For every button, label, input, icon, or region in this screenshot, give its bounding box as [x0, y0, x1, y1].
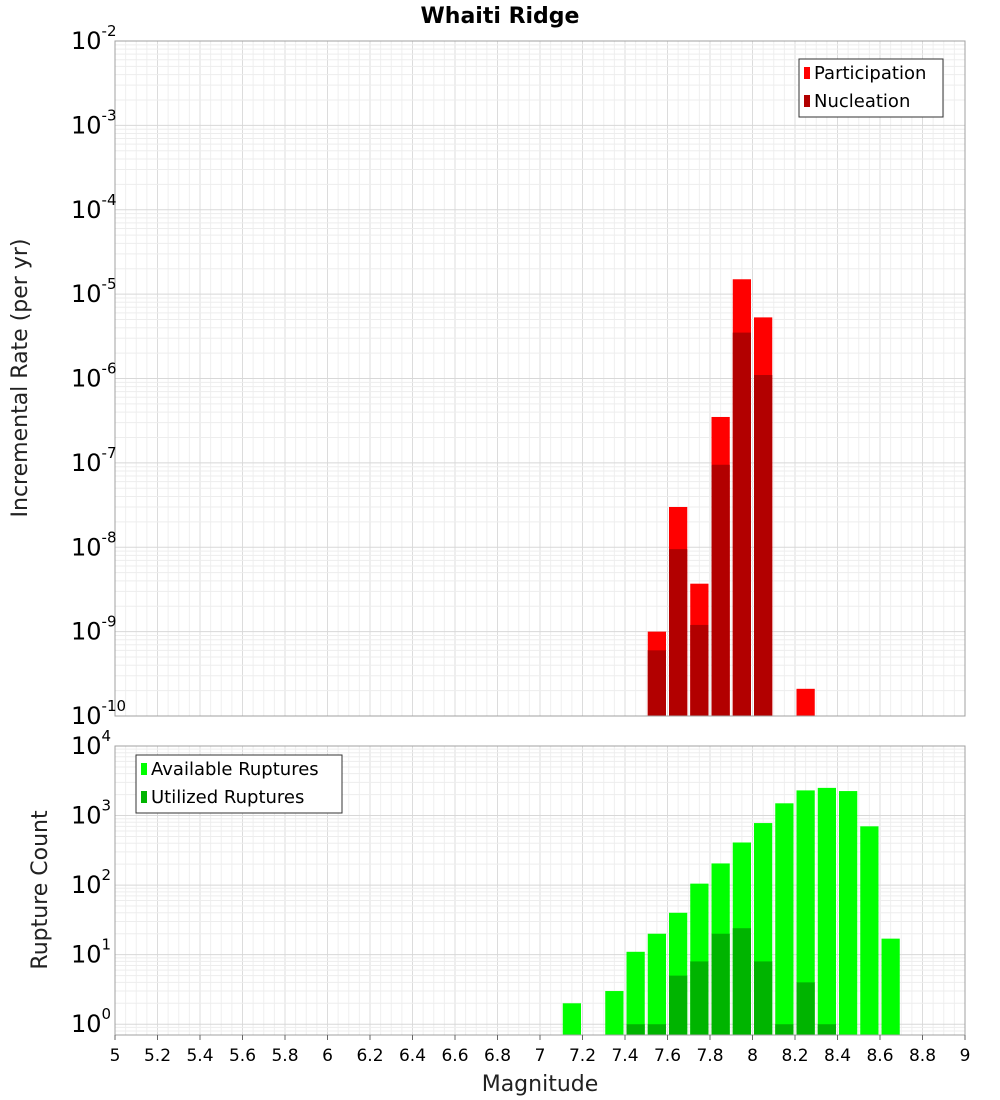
- bar: [690, 624, 709, 716]
- bar: [754, 961, 773, 1035]
- x-tick-label: 5.2: [144, 1046, 171, 1066]
- y-axis-title: Rupture Count: [28, 810, 53, 970]
- x-tick-label: 8.6: [866, 1046, 893, 1066]
- y-tick-label: 103: [71, 797, 111, 830]
- x-axis-title: Magnitude: [482, 1072, 599, 1097]
- bar: [732, 332, 751, 716]
- bar: [647, 933, 666, 1035]
- x-tick-label: 6.2: [356, 1046, 383, 1066]
- x-tick-label: 5.8: [271, 1046, 298, 1066]
- x-tick-label: 8: [747, 1046, 758, 1066]
- bar: [796, 688, 815, 716]
- bar: [860, 826, 879, 1035]
- bar: [626, 951, 645, 1035]
- x-tick-label: 5.6: [229, 1046, 256, 1066]
- bar: [796, 790, 815, 1035]
- x-tick-label: 8.4: [824, 1046, 851, 1066]
- y-tick-label: 10-8: [71, 528, 117, 561]
- y-tick-label: 10-9: [71, 613, 117, 646]
- bar: [775, 803, 794, 1035]
- y-axis-title: Incremental Rate (per yr): [8, 239, 33, 518]
- y-tick-labels: 100 101 102 103 104: [71, 727, 111, 1038]
- x-tick-label: 6.8: [484, 1046, 511, 1066]
- bar: [775, 1024, 794, 1035]
- series-nucleation: [647, 332, 773, 716]
- legend: Participation Nucleation: [798, 58, 944, 118]
- x-tick-label: 6.6: [441, 1046, 468, 1066]
- x-tick-label: 7: [535, 1046, 546, 1066]
- y-tick-label: 10-3: [71, 106, 117, 139]
- legend-label: Participation: [814, 63, 926, 84]
- bar: [647, 650, 666, 716]
- legend-swatch: [804, 67, 810, 79]
- bar: [669, 549, 688, 716]
- bar: [817, 787, 836, 1035]
- bottom-chart-rupture-count: 100 101 102 103 104 Rupture Count Available Ru…: [28, 727, 970, 1097]
- bar: [881, 938, 900, 1035]
- legend-label: Utilized Ruptures: [151, 787, 304, 808]
- y-tick-label: 104: [71, 727, 111, 760]
- y-tick-label: 10-5: [71, 275, 117, 308]
- y-tick-label: 10-6: [71, 360, 117, 393]
- x-tick-label: 6.4: [399, 1046, 426, 1066]
- legend-swatch: [804, 95, 810, 107]
- y-tick-label: 100: [71, 1005, 111, 1038]
- x-tick-label: 8.8: [909, 1046, 936, 1066]
- bar: [711, 933, 730, 1035]
- series-available-ruptures: [562, 787, 900, 1035]
- bar: [626, 1024, 645, 1035]
- y-tick-label: 10-4: [71, 191, 117, 224]
- series-utilized-ruptures: [626, 928, 836, 1035]
- y-tick-labels: 10-10 10-9 10-8 10-7 10-6 10-5 10-4 10-3 10-2: [71, 22, 126, 730]
- x-tick-label: 7.2: [569, 1046, 596, 1066]
- grid-lines: [114, 40, 966, 717]
- bar: [669, 975, 688, 1035]
- x-tick-label: 5.4: [186, 1046, 213, 1066]
- top-chart-incremental-rate: 10-10 10-9 10-8 10-7 10-6 10-5 10-4 10-3 10-2 Inc…: [8, 22, 966, 730]
- x-tick-label: 6: [322, 1046, 333, 1066]
- x-tick-label: 8.2: [781, 1046, 808, 1066]
- bar: [690, 961, 709, 1035]
- x-tick-label: 5: [110, 1046, 121, 1066]
- chart-title: Whaiti Ridge: [421, 4, 580, 29]
- bar: [562, 1003, 581, 1035]
- plot-border: [114, 40, 966, 717]
- bar: [817, 1024, 836, 1035]
- x-tick-label: 7.4: [611, 1046, 638, 1066]
- x-tick-labels: 5 5.2 5.4 5.6 5.8 6 6.2 6.4 6.6 6.8 7 7.2 7.4 7.6 7.8 8…: [110, 1035, 971, 1066]
- bar: [711, 464, 730, 716]
- bar: [647, 1024, 666, 1035]
- y-tick-label: 101: [71, 936, 111, 969]
- y-tick-label: 10-10: [71, 697, 126, 730]
- bar: [732, 928, 751, 1035]
- legend-label: Nucleation: [814, 91, 910, 112]
- legend-swatch: [141, 763, 147, 775]
- x-tick-label: 9: [960, 1046, 971, 1066]
- bar: [605, 991, 624, 1035]
- legend-label: Available Ruptures: [151, 759, 319, 780]
- x-tick-label: 7.6: [654, 1046, 681, 1066]
- y-tick-label: 10-2: [71, 22, 117, 55]
- y-tick-label: 10-7: [71, 444, 117, 477]
- y-tick-label: 102: [71, 866, 111, 899]
- bar: [796, 982, 815, 1035]
- legend-swatch: [141, 791, 147, 803]
- bar: [754, 375, 773, 716]
- legend: Available Ruptures Utilized Ruptures: [135, 754, 343, 814]
- x-tick-label: 7.8: [696, 1046, 723, 1066]
- bar: [839, 791, 858, 1035]
